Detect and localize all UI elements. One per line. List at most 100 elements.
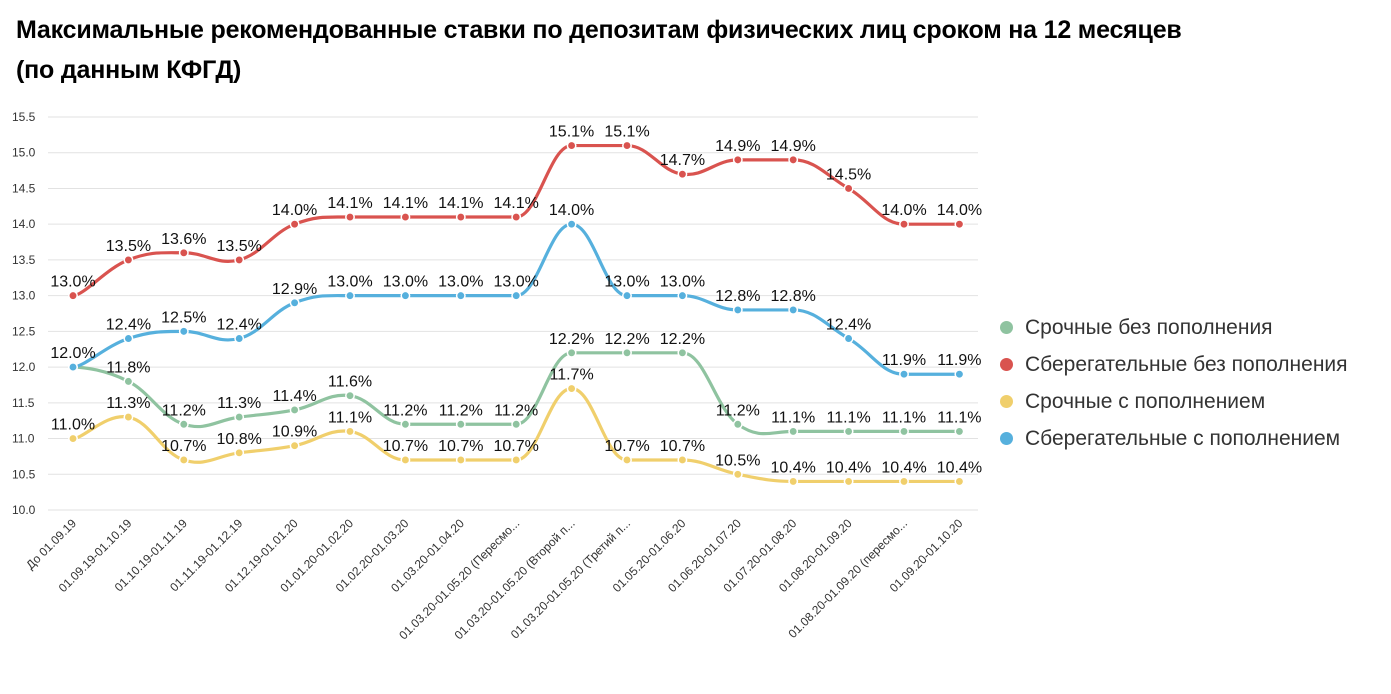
data-point: [843, 426, 854, 437]
data-labels: 11.8% 11.2% 11.3% 11.4% 11.6% 11.2% 11.2% 11.2%…: [50, 124, 982, 477]
data-point: [566, 383, 577, 394]
data-point: [400, 290, 411, 301]
data-label: 11.2%: [383, 402, 427, 419]
data-label: 12.4%: [826, 317, 871, 334]
data-point: [511, 419, 522, 430]
data-label: 13.0%: [383, 274, 428, 291]
data-point: [289, 297, 300, 308]
x-tick-label: 01.08.20-01.09.20 (пересмо...: [786, 516, 911, 641]
data-point: [455, 455, 466, 465]
y-tick-label: 10.0: [12, 503, 36, 517]
legend-item-3[interactable]: Сберегательные с пополнением: [1000, 420, 1348, 457]
data-label: 11.2%: [716, 402, 760, 419]
data-label: 13.6%: [161, 231, 206, 248]
y-tick-label: 12.5: [12, 324, 36, 338]
data-point: [511, 212, 522, 222]
y-tick-label: 11.0: [12, 432, 35, 446]
data-point: [788, 476, 799, 487]
data-label: 13.0%: [494, 274, 539, 291]
data-point: [954, 426, 965, 437]
data-point: [788, 154, 799, 165]
data-label: 10.7%: [383, 438, 428, 455]
data-point: [511, 455, 522, 465]
data-point: [400, 212, 411, 222]
data-label: 12.4%: [106, 317, 151, 334]
data-label: 14.1%: [383, 195, 428, 212]
legend-item-2[interactable]: Срочные с пополнением: [1000, 383, 1348, 420]
data-label: 10.7%: [438, 438, 483, 455]
data-label: 14.1%: [438, 195, 483, 212]
data-point: [954, 369, 965, 380]
data-point: [566, 140, 577, 151]
data-point: [234, 333, 245, 344]
series-line: [71, 351, 961, 436]
legend-swatch: [1000, 395, 1013, 408]
series-line: [71, 222, 961, 376]
data-label: 14.9%: [715, 138, 760, 155]
data-label: 11.3%: [217, 395, 261, 412]
data-label: 11.8%: [106, 359, 150, 376]
legend-swatch: [1000, 432, 1013, 445]
data-label: 11.1%: [328, 409, 372, 426]
legend-label: Сберегательные без пополнения: [1025, 352, 1348, 376]
data-point: [123, 333, 134, 344]
legend-label: Сберегательные с пополнением: [1025, 426, 1341, 450]
legend-label: Срочные с пополнением: [1025, 389, 1266, 413]
data-point: [954, 219, 965, 230]
data-point: [732, 154, 743, 165]
y-tick-label: 14.0: [12, 217, 36, 231]
data-point: [843, 476, 854, 487]
data-label: 10.9%: [272, 424, 317, 441]
x-tick-label: 01.03.20-01.05.20 (Третий п...: [508, 516, 633, 641]
data-point: [345, 426, 355, 437]
data-point: [788, 304, 799, 315]
data-label: 12.2%: [604, 331, 649, 348]
x-tick-label: До 01.09.19: [23, 516, 79, 572]
data-point: [68, 362, 78, 373]
data-label: 11.2%: [162, 402, 206, 419]
data-label: 13.0%: [604, 274, 649, 291]
data-label: 10.8%: [217, 431, 262, 448]
data-label: 15.1%: [549, 124, 594, 141]
data-point: [843, 333, 854, 344]
data-point: [455, 290, 466, 301]
data-point: [732, 469, 743, 480]
data-label: 14.0%: [881, 202, 926, 219]
data-label: 13.5%: [217, 238, 262, 255]
data-label: 11.0%: [51, 417, 95, 434]
data-label: 11.2%: [494, 402, 538, 419]
data-point: [732, 304, 743, 315]
data-point: [400, 419, 411, 430]
data-point: [289, 219, 300, 230]
data-point: [622, 455, 632, 465]
data-label: 12.5%: [161, 309, 206, 326]
data-label: 12.2%: [660, 331, 705, 348]
data-label: 13.5%: [106, 238, 151, 255]
legend-item-1[interactable]: Сберегательные без пополнения: [1000, 346, 1348, 383]
data-point: [899, 369, 909, 380]
data-point: [345, 390, 355, 401]
y-tick-label: 12.0: [12, 360, 36, 374]
data-point: [178, 247, 189, 258]
chart-title-line-2: (по данным КФГД): [16, 56, 242, 84]
data-point: [455, 212, 466, 222]
data-point: [178, 326, 189, 337]
data-point: [566, 347, 577, 358]
data-point: [178, 455, 189, 465]
y-tick-label: 14.5: [12, 181, 36, 195]
data-label: 14.5%: [826, 166, 871, 183]
data-point: [899, 476, 909, 487]
data-label: 11.7%: [550, 367, 594, 384]
data-point: [843, 183, 854, 194]
data-label: 15.1%: [604, 124, 649, 141]
data-point: [345, 212, 355, 222]
data-point: [400, 455, 411, 465]
data-point: [455, 419, 466, 430]
data-label: 14.1%: [494, 195, 539, 212]
y-tick-label: 15.0: [12, 146, 36, 160]
data-point: [234, 412, 245, 423]
data-label: 12.9%: [272, 281, 317, 298]
legend-item-0[interactable]: Срочные без пополнения: [1000, 309, 1348, 346]
data-point: [788, 426, 799, 437]
